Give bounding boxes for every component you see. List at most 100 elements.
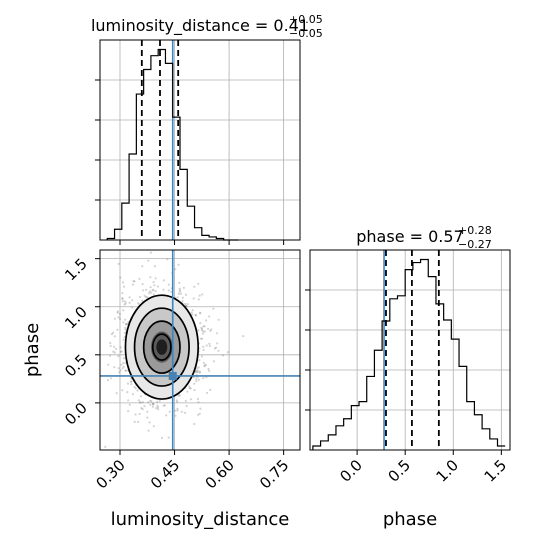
scatter-point [191,309,194,312]
scatter-point [178,394,181,397]
scatter-point [199,322,202,325]
scatter-point [196,371,199,374]
phase-title-plus: +0.28 [458,224,492,237]
scatter-point [124,328,127,331]
scatter-point [176,296,179,299]
scatter-point [194,313,197,317]
scatter-point [137,399,140,402]
scatter-point [242,335,245,338]
scatter-point [109,377,112,380]
scatter-point [184,293,188,296]
scatter-point [121,300,124,303]
scatter-point [149,251,152,254]
scatter-point [167,289,170,292]
scatter-point [112,350,115,353]
y-axis-label-phase: phase [22,323,43,377]
scatter-point [115,347,118,351]
scatter-point [168,410,171,413]
scatter-point [123,285,126,288]
scatter-point [121,367,124,370]
scatter-point [202,345,205,348]
scatter-point [193,382,196,385]
scatter-point [196,367,199,370]
scatter-point [178,290,181,293]
scatter-point [133,420,136,423]
scatter-point [122,365,125,368]
scatter-point [151,405,154,408]
scatter-point [121,297,124,300]
scatter-point [148,421,151,424]
scatter-point [117,316,120,319]
scatter-point [181,296,184,299]
scatter-point [199,337,203,340]
scatter-point [131,283,135,286]
scatter-point [216,342,219,345]
scatter-point [208,369,211,372]
scatter-point [118,312,121,316]
scatter-point [188,385,191,388]
scatter-point [138,412,141,416]
scatter-point [139,401,142,404]
scatter-point [133,280,136,283]
scatter-point [117,355,120,358]
scatter-point [149,276,152,279]
joint-truth-marker [168,371,177,380]
scatter-point [198,412,201,415]
scatter-point [121,297,124,300]
scatter-point [175,399,178,402]
scatter-point [119,317,122,320]
scatter-point [126,382,130,385]
contour-line-3 [124,294,200,400]
scatter-point [201,337,204,340]
scatter-point [177,394,180,397]
scatter-point [152,425,155,428]
scatter-point [200,329,203,332]
scatter-point [215,346,218,349]
scatter-point [149,399,152,402]
scatter-point [166,258,169,261]
scatter-point [176,407,179,410]
scatter-point [160,436,164,439]
scatter-point [197,378,200,381]
scatter-point [221,354,224,357]
scatter-point [186,303,189,306]
scatter-point [201,332,204,335]
scatter-point [155,407,158,410]
scatter-point [165,414,168,417]
scatter-point [122,338,125,341]
scatter-point [208,344,211,348]
scatter-point [123,303,126,306]
scatter-point [152,293,155,296]
scatter-point [184,302,187,305]
scatter-point [109,354,112,357]
scatter-point [120,363,123,366]
scatter-point [199,407,202,410]
scatter-point [198,370,202,373]
phase-histogram-panel: phase = 0.57 +0.28 −0.27 [305,224,511,455]
scatter-point [119,276,122,279]
scatter-point [162,404,165,407]
scatter-point [152,281,155,284]
scatter-point [203,364,206,367]
scatter-point [124,326,127,329]
scatter-point [191,313,194,316]
scatter-point [149,286,152,289]
scatter-point [209,388,212,391]
scatter-point [113,351,116,354]
scatter-point [174,414,177,417]
scatter-point [198,311,202,314]
scatter-point [130,380,133,383]
scatter-point [197,369,200,372]
scatter-point [130,383,133,386]
scatter-point [115,392,118,395]
scatter-point [193,285,196,288]
scatter-point [189,387,192,390]
scatter-point [147,401,150,404]
scatter-point [196,397,199,401]
scatter-point [138,277,141,280]
scatter-point [188,387,191,390]
scatter-point [104,445,107,448]
scatter-point [182,286,185,289]
scatter-point [131,393,135,396]
